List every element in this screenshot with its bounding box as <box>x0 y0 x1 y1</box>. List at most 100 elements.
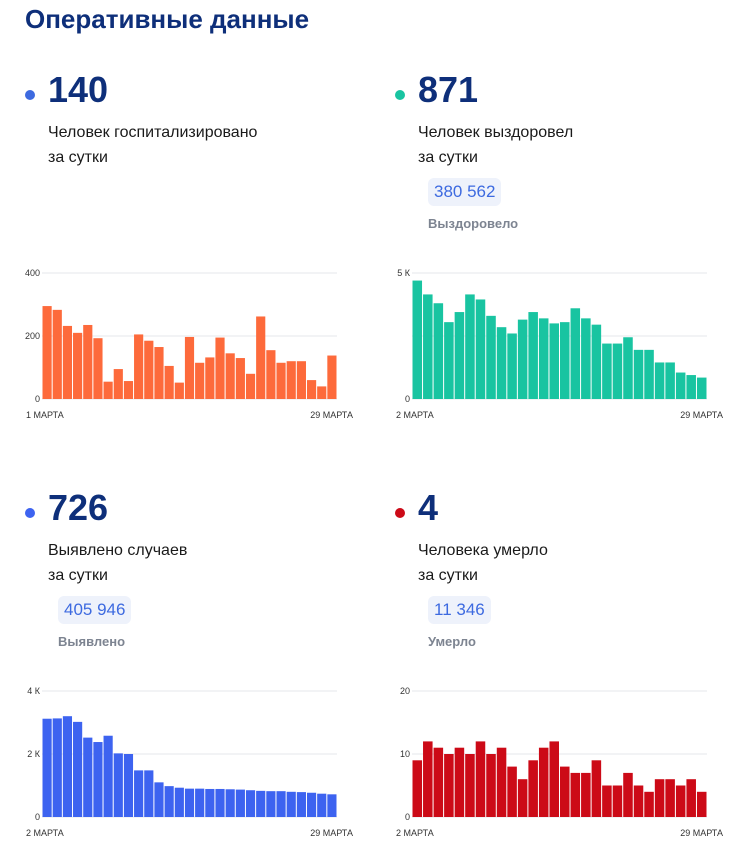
y-tick-label: 0 <box>35 812 40 822</box>
bar <box>225 353 235 399</box>
hospitalized-desc-line1: Человек госпитализировано <box>48 124 258 141</box>
deaths-count: 4 <box>418 487 439 528</box>
hospitalized-count: 140 <box>48 69 109 110</box>
recovered-total-badge: 380 562 <box>428 178 502 206</box>
hospitalized-card: 140 Человек госпитализировано за сутки 0… <box>22 60 362 450</box>
bar <box>475 299 486 399</box>
cases-description: Выявлено случаев за сутки <box>48 538 348 588</box>
bar <box>215 788 225 817</box>
bar <box>602 343 612 399</box>
bar <box>184 336 195 399</box>
bar <box>184 788 195 817</box>
bar <box>286 361 296 399</box>
bar <box>296 361 306 399</box>
bar <box>496 327 507 399</box>
bar <box>215 337 225 399</box>
bar <box>266 350 276 399</box>
bar <box>475 741 486 817</box>
deaths-dot-icon <box>395 508 405 518</box>
bar <box>134 334 144 399</box>
bar <box>154 347 164 399</box>
bar <box>235 789 245 817</box>
recovered-total-label: Выздоровело <box>428 216 519 231</box>
recovered-chart: 0 5 К 2 МАРТА 29 МАРТА <box>396 268 723 420</box>
bar <box>644 791 654 817</box>
bar <box>444 322 454 399</box>
bar <box>276 791 286 817</box>
bar <box>591 324 602 399</box>
deaths-description: Человека умерло за сутки <box>418 538 718 588</box>
bar <box>612 785 623 817</box>
y-tick-label: 4 К <box>27 686 41 696</box>
deaths-total-label: Умерло <box>428 634 476 649</box>
hospitalized-dot-icon <box>25 90 35 100</box>
bar <box>591 760 602 817</box>
cases-card: 726 Выявлено случаев за сутки 405 946 Вы… <box>22 478 362 868</box>
bar <box>174 787 184 817</box>
bar <box>486 754 496 817</box>
bar <box>465 754 475 817</box>
x-end-label: 29 МАРТА <box>310 828 353 838</box>
bar <box>433 303 444 399</box>
hospitalized-chart: 0 200 400 1 МАРТА 29 МАРТА <box>25 268 353 420</box>
bar <box>62 325 73 399</box>
recovered-desc-line1: Человек выздоровел <box>418 124 574 141</box>
bar <box>164 786 174 817</box>
bar <box>486 315 496 399</box>
bar <box>696 377 707 399</box>
bar <box>665 779 675 817</box>
bar <box>623 337 633 399</box>
recovered-card: 871 Человек выздоровел за сутки 380 562 … <box>392 60 732 450</box>
bar <box>633 785 644 817</box>
cases-desc-line1: Выявлено случаев <box>48 542 188 559</box>
bar <box>675 785 686 817</box>
bar <box>433 747 444 817</box>
bar <box>507 766 517 817</box>
cases-total-label: Выявлено <box>58 634 126 649</box>
x-start-label: 2 МАРТА <box>26 828 64 838</box>
y-tick-label: 20 <box>400 686 410 696</box>
cases-total-badge: 405 946 <box>58 596 132 624</box>
bar <box>73 332 83 399</box>
x-start-label: 2 МАРТА <box>396 410 434 420</box>
x-end-label: 29 МАРТА <box>310 410 353 420</box>
recovered-description: Человек выздоровел за сутки <box>418 120 718 170</box>
bar <box>62 716 73 817</box>
bar <box>327 355 337 399</box>
bar <box>507 333 517 399</box>
x-end-label: 29 МАРТА <box>680 828 723 838</box>
cases-count: 726 <box>48 487 109 528</box>
y-tick-label: 0 <box>35 394 40 404</box>
bar <box>560 766 570 817</box>
bar <box>327 794 337 817</box>
bar <box>225 789 235 817</box>
bar <box>654 362 665 399</box>
bar <box>174 382 184 399</box>
bar <box>195 788 205 817</box>
bar <box>602 785 612 817</box>
bar <box>123 381 134 399</box>
bar <box>52 309 62 399</box>
bar <box>144 340 154 399</box>
y-tick-label: 0 <box>405 394 410 404</box>
bar <box>654 779 665 817</box>
y-tick-label: 400 <box>25 268 40 278</box>
cases-chart: 0 2 К 4 К 2 МАРТА 29 МАРТА <box>26 686 353 838</box>
bar <box>144 770 154 817</box>
bar <box>528 312 538 399</box>
bar <box>245 790 256 817</box>
bar <box>517 779 528 817</box>
bar <box>83 324 93 399</box>
bar <box>444 754 454 817</box>
y-tick-label: 10 <box>400 749 410 759</box>
bar <box>286 791 296 817</box>
bar <box>538 318 549 399</box>
bar <box>454 747 465 817</box>
bar <box>256 790 266 817</box>
deaths-chart: 0 10 20 2 МАРТА 29 МАРТА <box>396 686 723 838</box>
bar <box>195 362 205 399</box>
bar <box>454 312 465 399</box>
hospitalized-description: Человек госпитализировано за сутки <box>48 120 348 170</box>
bar <box>134 770 144 817</box>
deaths-card: 4 Человека умерло за сутки 11 346 Умерло… <box>392 478 732 868</box>
